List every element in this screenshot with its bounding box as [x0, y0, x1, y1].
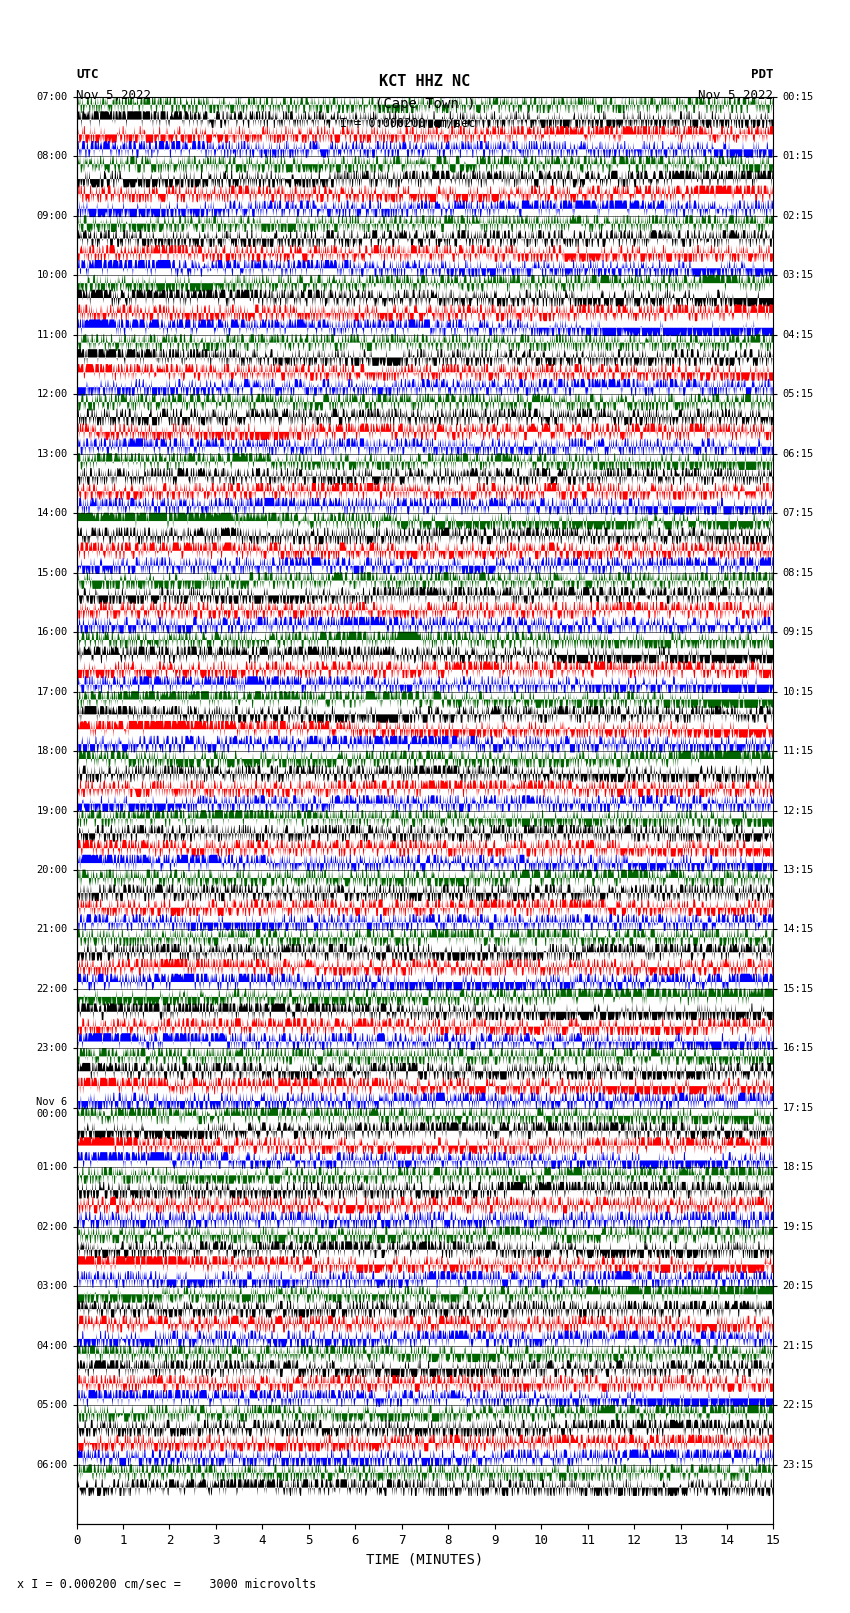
Text: Nov 5,2022: Nov 5,2022 [76, 89, 151, 102]
Text: KCT HHZ NC: KCT HHZ NC [379, 74, 471, 89]
X-axis label: TIME (MINUTES): TIME (MINUTES) [366, 1553, 484, 1566]
Text: x I = 0.000200 cm/sec =    3000 microvolts: x I = 0.000200 cm/sec = 3000 microvolts [17, 1578, 316, 1590]
Text: I = 0.000200 cm/sec: I = 0.000200 cm/sec [340, 116, 476, 129]
Text: (Cape Town ): (Cape Town ) [375, 97, 475, 111]
Text: PDT: PDT [751, 68, 774, 81]
Text: UTC: UTC [76, 68, 99, 81]
Text: Nov 5,2022: Nov 5,2022 [699, 89, 774, 102]
